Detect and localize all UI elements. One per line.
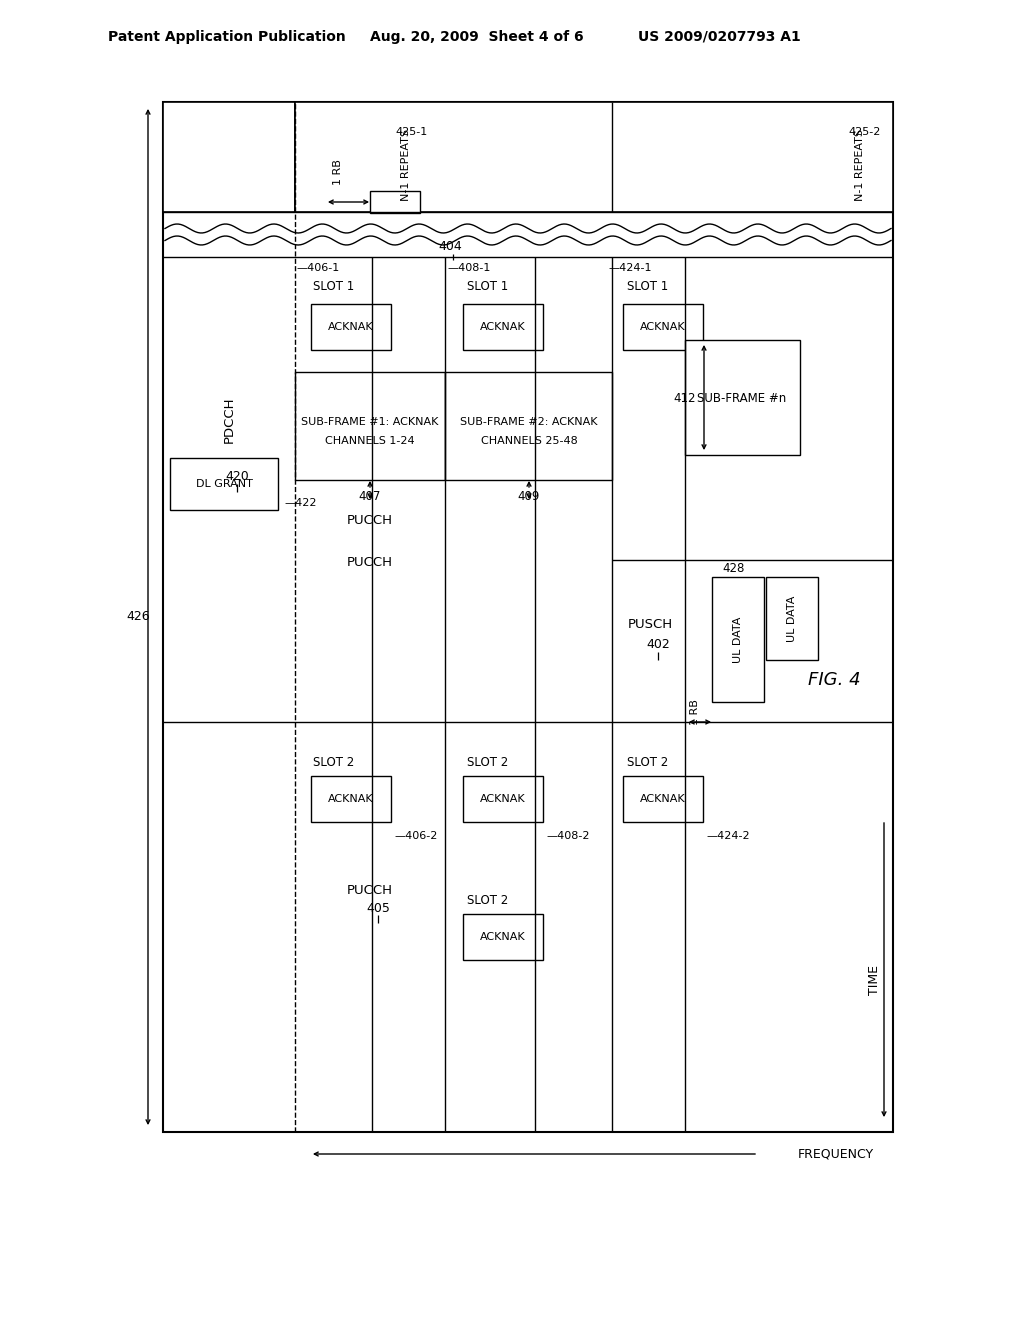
Text: PUCCH: PUCCH [347, 556, 393, 569]
Text: 425-1: 425-1 [395, 127, 427, 137]
Bar [311, 304, 391, 350]
Text: ACKNAK: ACKNAK [480, 322, 525, 333]
Text: SLOT 1: SLOT 1 [467, 281, 509, 293]
Text: —422: —422 [284, 498, 316, 508]
Text: —424-2: —424-2 [706, 832, 750, 841]
Text: 425-2: 425-2 [848, 127, 881, 137]
Text: FREQUENCY: FREQUENCY [798, 1147, 874, 1160]
Text: —408-2: —408-2 [546, 832, 590, 841]
Text: SLOT 1: SLOT 1 [628, 281, 669, 293]
Bar [463, 913, 543, 960]
Text: 420: 420 [225, 470, 249, 483]
Text: UL DATA: UL DATA [733, 616, 743, 663]
Bar [170, 458, 278, 510]
Bar [445, 372, 612, 480]
Text: CHANNELS 25-48: CHANNELS 25-48 [480, 436, 578, 446]
Text: TIME: TIME [867, 965, 881, 995]
Text: 405: 405 [366, 902, 390, 915]
Bar [463, 776, 543, 822]
Text: 428: 428 [722, 561, 744, 574]
Bar [623, 304, 703, 350]
Text: UL DATA: UL DATA [787, 595, 797, 643]
Text: ACKNAK: ACKNAK [328, 322, 374, 333]
Text: PUSCH: PUSCH [628, 619, 673, 631]
Text: N-1 REPEATS: N-1 REPEATS [855, 129, 865, 201]
Text: 426: 426 [126, 610, 150, 623]
Text: 402: 402 [646, 639, 670, 652]
Text: ACKNAK: ACKNAK [640, 322, 686, 333]
Text: 404: 404 [438, 240, 462, 253]
Text: SLOT 1: SLOT 1 [313, 281, 354, 293]
Bar [712, 577, 764, 702]
Text: SLOT 2: SLOT 2 [467, 755, 509, 768]
Text: —406-2: —406-2 [394, 832, 437, 841]
Bar [623, 776, 703, 822]
Text: ACKNAK: ACKNAK [640, 795, 686, 804]
Bar [295, 102, 893, 213]
Text: Aug. 20, 2009  Sheet 4 of 6: Aug. 20, 2009 Sheet 4 of 6 [370, 30, 584, 44]
Text: 1 RB: 1 RB [690, 700, 700, 725]
Text: N-1 REPEATS: N-1 REPEATS [401, 129, 411, 201]
Bar [463, 304, 543, 350]
Text: —408-1: —408-1 [447, 263, 490, 273]
Text: PDCCH: PDCCH [222, 397, 236, 444]
Text: US 2009/0207793 A1: US 2009/0207793 A1 [638, 30, 801, 44]
Bar [163, 102, 295, 213]
Text: 407: 407 [358, 491, 381, 503]
Text: SUB-FRAME #2: ACKNAK: SUB-FRAME #2: ACKNAK [460, 417, 598, 426]
Bar [311, 776, 391, 822]
Text: DL GRANT: DL GRANT [196, 479, 253, 488]
Text: 412: 412 [674, 392, 696, 404]
Text: 409: 409 [518, 491, 541, 503]
Text: ACKNAK: ACKNAK [480, 795, 525, 804]
Text: PUCCH: PUCCH [347, 513, 393, 527]
Text: ACKNAK: ACKNAK [328, 795, 374, 804]
Text: SLOT 2: SLOT 2 [313, 755, 354, 768]
Bar [163, 102, 893, 1133]
Text: —424-1: —424-1 [608, 263, 651, 273]
Text: —406-1: —406-1 [296, 263, 339, 273]
Text: SUB-FRAME #n: SUB-FRAME #n [697, 392, 786, 404]
Text: 1 RB: 1 RB [333, 160, 343, 185]
Text: SUB-FRAME #1: ACKNAK: SUB-FRAME #1: ACKNAK [301, 417, 438, 426]
Text: ACKNAK: ACKNAK [480, 932, 525, 942]
Text: CHANNELS 1-24: CHANNELS 1-24 [326, 436, 415, 446]
Bar [766, 577, 818, 660]
Text: SLOT 2: SLOT 2 [628, 755, 669, 768]
Bar [685, 341, 800, 455]
Text: Patent Application Publication: Patent Application Publication [108, 30, 346, 44]
Bar [370, 191, 420, 213]
Text: SLOT 2: SLOT 2 [467, 894, 509, 907]
Text: FIG. 4: FIG. 4 [808, 671, 860, 689]
Bar [295, 372, 445, 480]
Text: PUCCH: PUCCH [347, 883, 393, 896]
